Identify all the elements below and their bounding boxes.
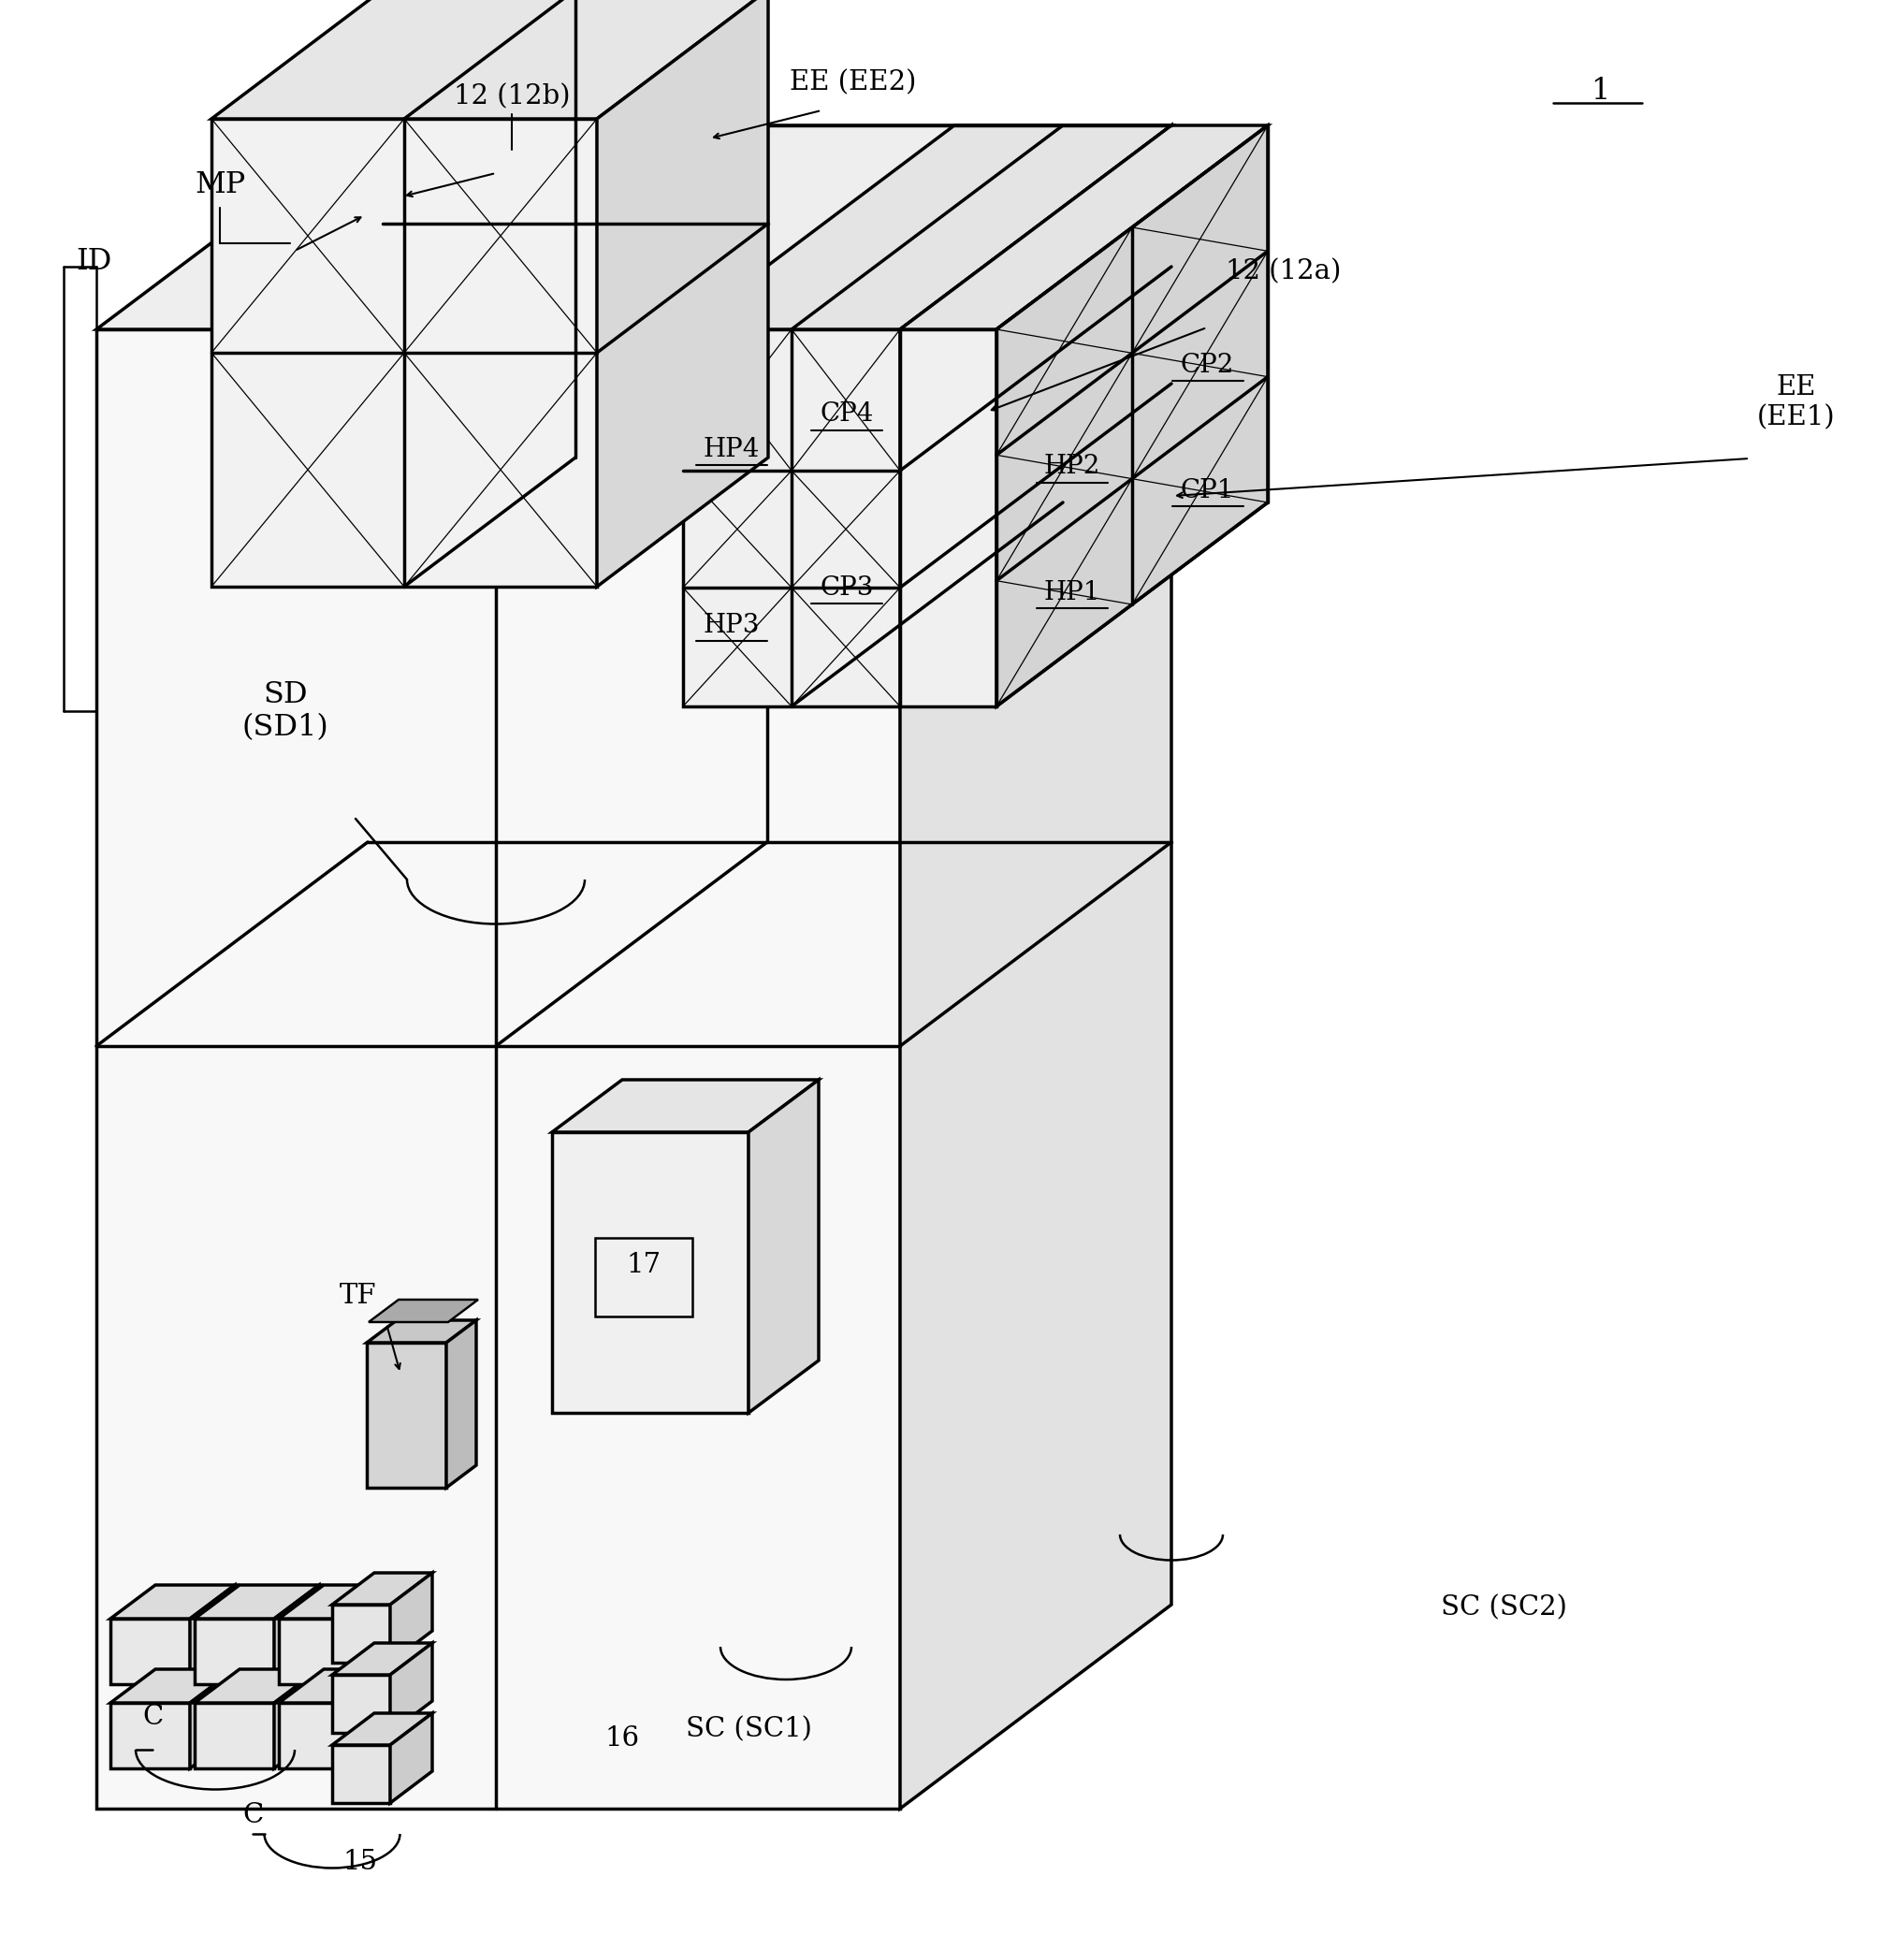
Text: SD
(SD1): SD (SD1) <box>242 681 329 743</box>
Polygon shape <box>390 1572 432 1663</box>
Polygon shape <box>110 1586 234 1619</box>
Polygon shape <box>901 329 996 706</box>
Text: C: C <box>242 1802 263 1828</box>
Polygon shape <box>901 126 1171 706</box>
Text: HP2: HP2 <box>1043 454 1101 480</box>
Text: SC (SC2): SC (SC2) <box>1441 1594 1567 1621</box>
Text: CP3: CP3 <box>821 574 874 600</box>
Text: HP1: HP1 <box>1043 580 1101 605</box>
Text: TF: TF <box>339 1282 377 1309</box>
Polygon shape <box>552 1131 748 1414</box>
Polygon shape <box>390 1644 432 1733</box>
Text: 17: 17 <box>626 1251 661 1278</box>
Text: SC (SC1): SC (SC1) <box>685 1715 811 1743</box>
Text: CP1: CP1 <box>1180 478 1234 503</box>
Polygon shape <box>331 1675 390 1733</box>
Polygon shape <box>367 1342 446 1487</box>
Text: 16: 16 <box>605 1725 640 1752</box>
Polygon shape <box>278 1669 404 1704</box>
Polygon shape <box>97 329 901 1808</box>
Polygon shape <box>358 1669 404 1768</box>
Text: EE (EE2): EE (EE2) <box>790 70 916 95</box>
Text: 1: 1 <box>1590 75 1609 104</box>
Polygon shape <box>598 0 767 586</box>
Polygon shape <box>194 1586 320 1619</box>
Polygon shape <box>748 1079 819 1414</box>
Text: MP: MP <box>194 170 246 199</box>
Polygon shape <box>211 0 767 118</box>
Polygon shape <box>278 1586 404 1619</box>
Polygon shape <box>331 1605 390 1663</box>
Polygon shape <box>110 1669 234 1704</box>
Polygon shape <box>211 118 598 586</box>
Text: ID: ID <box>76 248 112 277</box>
Polygon shape <box>331 1744 390 1802</box>
Text: C: C <box>143 1704 164 1731</box>
Polygon shape <box>369 1300 478 1323</box>
Polygon shape <box>278 1704 358 1768</box>
Polygon shape <box>110 1704 190 1768</box>
Text: EE
(EE1): EE (EE1) <box>1757 373 1835 431</box>
Polygon shape <box>190 1669 234 1768</box>
Text: CP4: CP4 <box>821 402 874 427</box>
Polygon shape <box>901 126 1171 1808</box>
Polygon shape <box>358 1586 404 1685</box>
Polygon shape <box>901 126 1268 329</box>
Polygon shape <box>390 1714 432 1802</box>
Polygon shape <box>190 1586 234 1685</box>
Polygon shape <box>684 126 1171 329</box>
Text: CP2: CP2 <box>1180 352 1234 377</box>
Polygon shape <box>446 1321 476 1487</box>
Polygon shape <box>331 1572 432 1605</box>
Polygon shape <box>274 1669 320 1768</box>
Text: HP4: HP4 <box>703 437 760 462</box>
Polygon shape <box>274 1586 320 1685</box>
Polygon shape <box>552 1079 819 1131</box>
Polygon shape <box>367 1321 476 1342</box>
Text: HP3: HP3 <box>703 613 760 638</box>
Polygon shape <box>278 1619 358 1685</box>
Text: 12 (12a): 12 (12a) <box>1226 259 1340 284</box>
Polygon shape <box>194 1704 274 1768</box>
Polygon shape <box>194 1619 274 1685</box>
Text: 15: 15 <box>343 1849 377 1876</box>
Polygon shape <box>97 126 1171 329</box>
Polygon shape <box>331 1714 432 1744</box>
Text: 12 (12b): 12 (12b) <box>453 83 569 110</box>
Polygon shape <box>996 126 1268 706</box>
Polygon shape <box>194 1669 320 1704</box>
Polygon shape <box>684 329 901 706</box>
Polygon shape <box>331 1644 432 1675</box>
Polygon shape <box>110 1619 190 1685</box>
